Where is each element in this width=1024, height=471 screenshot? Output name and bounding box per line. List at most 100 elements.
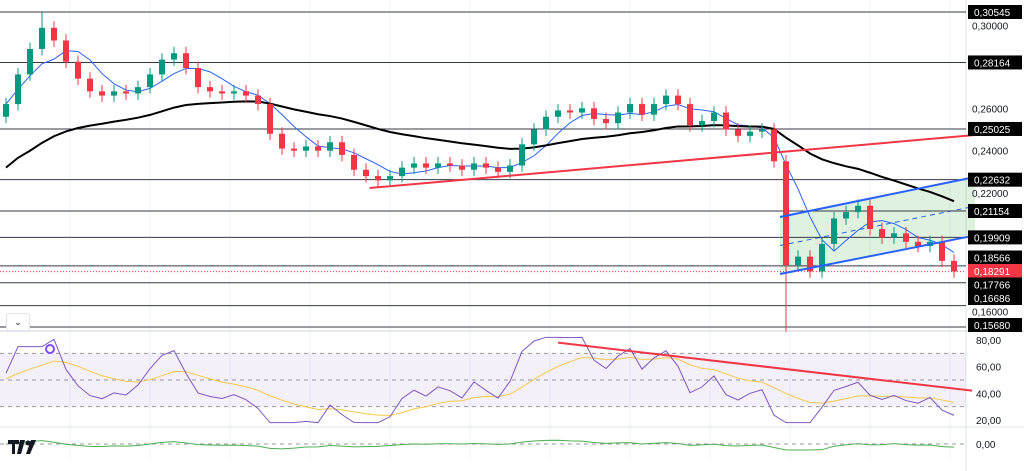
candle-body <box>411 163 417 168</box>
level-label-bg <box>968 230 1022 245</box>
candle-body <box>939 241 945 261</box>
candle-body <box>627 104 633 113</box>
level-label: 0,16686 <box>974 294 1011 305</box>
candle-body <box>435 163 441 168</box>
candle-body <box>807 256 813 272</box>
tradingview-logo <box>8 440 36 454</box>
candle-body <box>603 118 609 124</box>
candle-body <box>675 95 681 105</box>
candle-body <box>579 108 585 113</box>
candle-body <box>699 121 705 126</box>
osc-axis-tick: 0,00 <box>976 440 996 451</box>
level-label: 0,18566 <box>974 254 1011 265</box>
candle-body <box>375 176 381 181</box>
candle-body <box>519 144 525 166</box>
last-price-label-bg <box>968 264 1022 278</box>
level-label-bg <box>968 121 1022 136</box>
rsi-axis-tick: 40,00 <box>976 389 1001 400</box>
collapse-pane-button[interactable]: ⌄ <box>6 313 30 331</box>
level-label-bg <box>968 250 1022 265</box>
candle-body <box>63 40 69 62</box>
candle-body <box>723 112 729 130</box>
level-label-bg <box>968 203 1022 218</box>
rsi-axis-tick: 80,00 <box>976 336 1001 347</box>
candle-body <box>207 87 213 92</box>
candle-body <box>3 104 9 117</box>
rsi-axis-tick: 20,00 <box>976 416 1001 427</box>
ma-slow-line <box>5 100 955 203</box>
osc-line <box>5 439 955 451</box>
candle-body <box>891 233 897 238</box>
candle-body <box>783 161 789 266</box>
level-label-bg <box>968 318 1022 332</box>
candle-body <box>231 91 237 94</box>
candle-body <box>567 110 573 113</box>
candle-body <box>495 167 501 172</box>
candle-body <box>87 78 93 92</box>
candle-body <box>879 229 885 238</box>
rsi-ma-line <box>5 356 955 416</box>
level-label-bg <box>968 172 1022 187</box>
support-trendline <box>369 134 976 189</box>
candle-body <box>711 112 717 122</box>
rsi-line <box>5 336 955 424</box>
candle-body <box>291 148 297 151</box>
candle-body <box>99 91 105 96</box>
rsi-trendline <box>557 341 973 392</box>
candle-body <box>267 104 273 134</box>
channel-midline <box>779 205 976 247</box>
rsi-marker-icon <box>45 344 55 354</box>
price-axis-tick: 0,16000 <box>972 308 1009 319</box>
candle-body <box>855 205 861 213</box>
channel-lower <box>779 234 976 275</box>
level-label: 0,21154 <box>974 207 1010 218</box>
candle-body <box>387 176 393 181</box>
candle-body <box>279 133 285 149</box>
candle-body <box>459 165 465 170</box>
rsi-axis-tick: 60,00 <box>976 363 1001 374</box>
candle-body <box>651 104 657 115</box>
level-label: 0,22632 <box>974 176 1011 187</box>
candle-body <box>111 91 117 96</box>
candle-body <box>255 95 261 105</box>
candle-body <box>507 165 513 172</box>
channel-upper <box>779 175 976 218</box>
candle-body <box>339 142 345 155</box>
candle-body <box>531 129 537 145</box>
level-label: 0,19909 <box>974 233 1011 244</box>
candle-body <box>543 116 549 130</box>
candle-body <box>327 142 333 151</box>
candle-body <box>315 146 321 151</box>
candle-body <box>903 233 909 242</box>
level-label: 0,15680 <box>974 321 1011 332</box>
candle-body <box>759 129 765 132</box>
candle-body <box>243 91 249 96</box>
candle-body <box>75 61 81 79</box>
level-label: 0,17766 <box>974 281 1011 292</box>
level-label-bg <box>968 277 1022 292</box>
price-axis-tick: 0,26000 <box>972 104 1009 115</box>
ma-fast-line <box>5 50 955 253</box>
level-label-bg <box>968 55 1022 70</box>
candle-body <box>195 68 201 88</box>
candle-body <box>471 163 477 170</box>
candle-body <box>483 163 489 168</box>
candle-body <box>687 104 693 126</box>
candle-body <box>159 59 165 75</box>
candle-body <box>447 163 453 166</box>
candle-body <box>39 27 45 49</box>
candle-body <box>771 129 777 162</box>
candle-body <box>51 27 57 41</box>
candle-body <box>615 112 621 124</box>
candle-body <box>867 205 873 230</box>
candle-body <box>423 163 429 168</box>
candle-body <box>555 110 561 117</box>
candle-body <box>135 87 141 94</box>
candle-body <box>951 260 957 272</box>
candle-body <box>819 243 825 272</box>
candle-body <box>303 146 309 151</box>
level-label-bg <box>968 291 1022 305</box>
chevron-down-icon: ⌄ <box>14 317 22 327</box>
candle-body <box>915 241 921 247</box>
